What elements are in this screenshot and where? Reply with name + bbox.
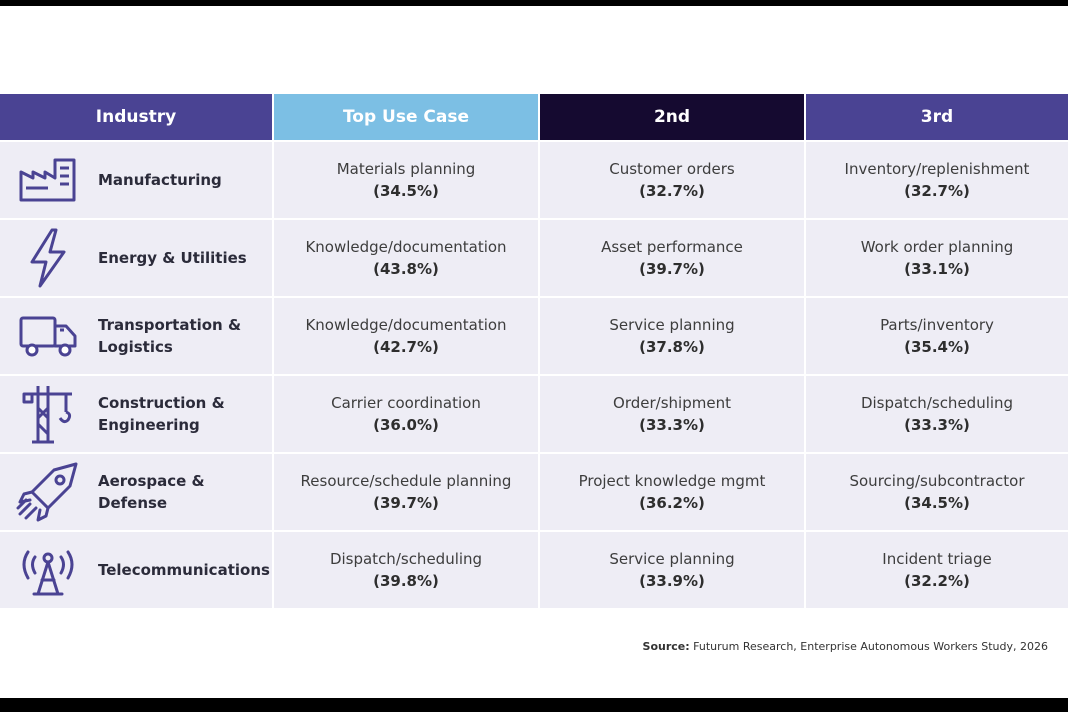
industry-name: Aerospace & Defense [98, 472, 205, 512]
second-use-case-cell: Service planning (33.9%) [538, 532, 804, 608]
bottom-border [0, 698, 1068, 712]
top-use-case-cell: Materials planning (34.5%) [272, 142, 538, 218]
truck-icon [16, 304, 80, 368]
industry-cell: Aerospace & Defense [0, 454, 272, 530]
use-case-label: Inventory/replenishment [844, 160, 1030, 178]
use-case-label: Parts/inventory [880, 316, 994, 334]
top-use-case-cell: Dispatch/scheduling (39.8%) [272, 532, 538, 608]
use-case-pct: (39.7%) [373, 494, 439, 512]
use-case-pct: (32.7%) [639, 182, 705, 200]
industry-cell: Energy & Utilities [0, 220, 272, 296]
header-industry: Industry [0, 94, 272, 140]
use-case-pct: (33.9%) [639, 572, 705, 590]
use-case-pct: (42.7%) [373, 338, 439, 356]
use-case-pct: (33.3%) [904, 416, 970, 434]
use-case-pct: (34.5%) [373, 182, 439, 200]
industry-cell: Transportation & Logistics [0, 298, 272, 374]
use-case-pct: (35.4%) [904, 338, 970, 356]
top-use-case-cell: Carrier coordination (36.0%) [272, 376, 538, 452]
industry-name: Energy & Utilities [98, 249, 247, 267]
third-use-case-cell: Dispatch/scheduling (33.3%) [804, 376, 1068, 452]
industry-name: Construction & Engineering [98, 394, 225, 434]
use-case-label: Dispatch/scheduling [329, 550, 483, 568]
header-second: 2nd [538, 94, 804, 140]
crane-icon [16, 382, 80, 446]
use-case-pct: (32.7%) [904, 182, 970, 200]
industry-name: Manufacturing [98, 171, 222, 189]
use-case-pct: (32.2%) [904, 572, 970, 590]
use-case-label: Project knowledge mgmt [578, 472, 766, 490]
use-case-pct: (34.5%) [904, 494, 970, 512]
third-use-case-cell: Parts/inventory (35.4%) [804, 298, 1068, 374]
source-text: Futurum Research, Enterprise Autonomous … [693, 640, 1048, 653]
use-case-pct: (33.3%) [639, 416, 705, 434]
third-use-case-cell: Inventory/replenishment (32.7%) [804, 142, 1068, 218]
top-border [0, 0, 1068, 6]
second-use-case-cell: Service planning (37.8%) [538, 298, 804, 374]
header-top-use-case: Top Use Case [272, 94, 538, 140]
table-row: Manufacturing Materials planning (34.5%)… [0, 142, 1068, 218]
table-row: Telecommunications Dispatch/scheduling (… [0, 532, 1068, 608]
table-header-row: Industry Top Use Case 2nd 3rd [0, 94, 1068, 140]
use-case-label: Incident triage [882, 550, 992, 568]
industry-cell: Telecommunications [0, 532, 272, 608]
use-case-label: Work order planning [860, 238, 1014, 256]
rocket-icon [16, 460, 80, 524]
use-case-label: Service planning [609, 550, 735, 568]
second-use-case-cell: Order/shipment (33.3%) [538, 376, 804, 452]
second-use-case-cell: Project knowledge mgmt (36.2%) [538, 454, 804, 530]
second-use-case-cell: Asset performance (39.7%) [538, 220, 804, 296]
factory-icon [16, 148, 80, 212]
third-use-case-cell: Incident triage (32.2%) [804, 532, 1068, 608]
top-use-case-cell: Knowledge/documentation (42.7%) [272, 298, 538, 374]
use-case-label: Asset performance [601, 238, 743, 256]
use-case-pct: (36.0%) [373, 416, 439, 434]
top-use-case-cell: Knowledge/documentation (43.8%) [272, 220, 538, 296]
antenna-tower-icon [16, 538, 80, 602]
source-note: Source: Futurum Research, Enterprise Aut… [643, 640, 1048, 653]
table-row: Construction & Engineering Carrier coord… [0, 376, 1068, 452]
third-use-case-cell: Work order planning (33.1%) [804, 220, 1068, 296]
industry-cell: Construction & Engineering [0, 376, 272, 452]
use-case-label: Dispatch/scheduling [860, 394, 1014, 412]
top-use-case-cell: Resource/schedule planning (39.7%) [272, 454, 538, 530]
industry-name: Transportation & Logistics [98, 316, 242, 356]
table-row: Energy & Utilities Knowledge/documentati… [0, 220, 1068, 296]
lightning-bolt-icon [16, 226, 80, 290]
use-case-label: Knowledge/documentation [305, 238, 507, 256]
use-case-label: Customer orders [609, 160, 735, 178]
use-case-label: Sourcing/subcontractor [849, 472, 1025, 490]
use-case-label: Carrier coordination [331, 394, 481, 412]
use-case-pct: (36.2%) [639, 494, 705, 512]
table-row: Transportation & Logistics Knowledge/doc… [0, 298, 1068, 374]
use-case-label: Resource/schedule planning [300, 472, 512, 490]
third-use-case-cell: Sourcing/subcontractor (34.5%) [804, 454, 1068, 530]
use-case-pct: (33.1%) [904, 260, 970, 278]
use-case-label: Order/shipment [613, 394, 731, 412]
second-use-case-cell: Customer orders (32.7%) [538, 142, 804, 218]
source-label: Source: [642, 640, 690, 653]
use-case-table: Industry Top Use Case 2nd 3rd Manufactur… [0, 94, 1068, 608]
use-case-pct: (39.7%) [639, 260, 705, 278]
use-case-label: Knowledge/documentation [305, 316, 507, 334]
industry-name: Telecommunications [98, 561, 270, 579]
industry-cell: Manufacturing [0, 142, 272, 218]
use-case-pct: (43.8%) [373, 260, 439, 278]
use-case-pct: (37.8%) [639, 338, 705, 356]
use-case-label: Service planning [609, 316, 735, 334]
table-row: Aerospace & Defense Resource/schedule pl… [0, 454, 1068, 530]
header-third: 3rd [804, 94, 1068, 140]
use-case-label: Materials planning [336, 160, 476, 178]
use-case-pct: (39.8%) [373, 572, 439, 590]
